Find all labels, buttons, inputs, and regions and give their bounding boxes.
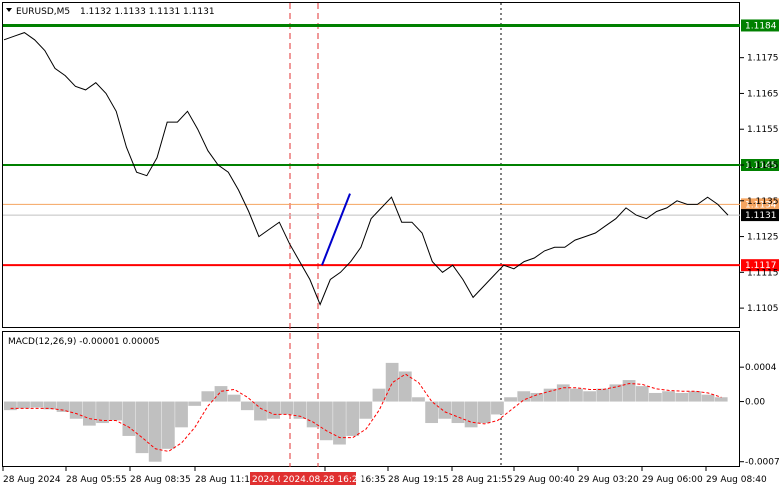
macd-histogram-bar bbox=[530, 392, 544, 402]
price-level-tag-label: 1.1145 bbox=[745, 161, 777, 171]
macd-histogram-bar bbox=[570, 388, 583, 402]
time-highlight-tag-2 bbox=[280, 472, 356, 485]
macd-histogram-bar bbox=[109, 401, 123, 421]
price-axis-label: 1.1165 bbox=[747, 89, 779, 99]
macd-histogram-bar bbox=[267, 401, 281, 419]
macd-histogram-bar bbox=[688, 391, 702, 402]
macd-histogram-bar bbox=[214, 386, 228, 402]
time-axis-label: 28 Aug 05:55 bbox=[66, 475, 127, 485]
macd-axis-label: 0.0004 bbox=[745, 363, 777, 373]
macd-histogram-bar bbox=[280, 401, 294, 415]
macd-histogram-bar bbox=[346, 401, 360, 436]
time-axis-label: 29 Aug 00:40 bbox=[514, 475, 575, 485]
symbol-dropdown-icon[interactable] bbox=[6, 8, 12, 12]
time-highlight-label-1: 2024.0 bbox=[252, 475, 284, 485]
macd-histogram-bar bbox=[477, 401, 491, 424]
macd-histogram-bar bbox=[714, 397, 728, 402]
price-level-tag bbox=[741, 19, 779, 32]
price-axis-label: 1.1145 bbox=[747, 161, 779, 171]
macd-histogram-bar bbox=[662, 391, 675, 402]
macd-histogram-bar bbox=[438, 401, 452, 419]
macd-histogram-bar bbox=[82, 401, 96, 426]
time-axis-label: 28 Aug 19:15 bbox=[388, 475, 449, 485]
macd-histogram-bar bbox=[517, 391, 531, 402]
macd-histogram-bar bbox=[385, 362, 399, 402]
macd-histogram-bar bbox=[543, 388, 557, 402]
macd-histogram-bar bbox=[254, 401, 267, 421]
price-axis-label: 1.1115 bbox=[747, 268, 779, 278]
macd-histogram-bar bbox=[306, 401, 320, 428]
price-series-line bbox=[3, 32, 729, 306]
macd-histogram-bar bbox=[451, 401, 465, 424]
macd-axis-label: 0.00 bbox=[745, 398, 765, 408]
macd-histogram-bar bbox=[491, 401, 504, 415]
macd-histogram-bar bbox=[635, 386, 649, 402]
macd-histogram-bar bbox=[4, 401, 17, 411]
price-level-tag-label: 1.1184 bbox=[745, 21, 777, 31]
macd-histogram-bar bbox=[425, 401, 438, 424]
macd-histogram-bar bbox=[556, 384, 570, 402]
macd-histogram-bar bbox=[464, 401, 478, 428]
macd-histogram-bar bbox=[675, 392, 689, 402]
macd-histogram-bar bbox=[175, 401, 188, 428]
macd-histogram-bar bbox=[56, 401, 70, 412]
price-level-tag bbox=[741, 159, 779, 171]
macd-histogram-bar bbox=[398, 371, 412, 402]
time-axis-label: 29 Aug 08:40 bbox=[706, 475, 767, 485]
macd-histogram-bar bbox=[701, 394, 715, 402]
macd-histogram-bar bbox=[201, 391, 215, 402]
time-axis-label: 28 Aug 21:55 bbox=[452, 475, 513, 485]
price-axis-label: 1.1155 bbox=[747, 125, 779, 135]
macd-axis-label: -0.0007 bbox=[745, 458, 780, 468]
macd-histogram-bar bbox=[30, 401, 44, 408]
macd-histogram-bar bbox=[43, 401, 57, 410]
price-axis-label: 1.1105 bbox=[747, 304, 779, 314]
macd-histogram-bar bbox=[188, 401, 202, 406]
ohlc-readout: 1.1132 1.1133 1.1131 1.1131 bbox=[80, 7, 215, 17]
macd-histogram-bar bbox=[583, 391, 596, 402]
macd-histogram-bar bbox=[96, 401, 109, 424]
price-level-tag bbox=[741, 259, 779, 272]
price-level-tag-label: 1.1134 bbox=[745, 200, 777, 210]
price-axis-label: 1.1125 bbox=[747, 233, 779, 243]
macd-label: MACD(12,26,9) -0.00001 0.00005 bbox=[8, 337, 160, 347]
time-highlight-label-2: 2024.08.28 16:20 bbox=[283, 475, 364, 485]
price-level-tag-label: 1.1131 bbox=[745, 211, 777, 221]
symbol-label: EURUSD,M5 bbox=[16, 7, 70, 17]
time-axis-label: 29 Aug 06:00 bbox=[642, 475, 703, 485]
macd-histogram-bar bbox=[609, 384, 623, 402]
macd-histogram-bar bbox=[240, 401, 254, 411]
price-level-tag bbox=[741, 198, 779, 211]
macd-histogram-bar bbox=[359, 401, 373, 419]
time-axis-label: 29 Aug 03:20 bbox=[578, 475, 639, 485]
macd-histogram-bar bbox=[227, 394, 241, 402]
macd-histogram-bar bbox=[319, 401, 333, 441]
macd-histogram-bar bbox=[69, 401, 83, 419]
macd-histogram-bar bbox=[148, 401, 162, 462]
macd-histogram-bar bbox=[504, 397, 517, 402]
macd-histogram-bar bbox=[333, 401, 346, 445]
macd-histogram-bar bbox=[17, 401, 30, 409]
macd-histogram-bar bbox=[622, 380, 636, 402]
price-axis-label: 1.1135 bbox=[747, 197, 779, 207]
price-axis-label: 1.1175 bbox=[747, 54, 779, 64]
macd-histogram-bar bbox=[372, 388, 386, 402]
macd-signal-line bbox=[10, 373, 722, 452]
macd-histogram-bar bbox=[412, 397, 425, 402]
price-level-tag bbox=[741, 209, 779, 222]
time-axis-label: 28 Aug 08:35 bbox=[130, 475, 191, 485]
macd-histogram-bar bbox=[293, 401, 307, 419]
price-level-tag-label: 1.1117 bbox=[745, 261, 777, 271]
time-axis-label: 28 Aug 2024 bbox=[3, 475, 61, 485]
macd-histogram-bar bbox=[649, 392, 662, 402]
macd-histogram-bar bbox=[122, 401, 136, 436]
time-axis-label: 28 Aug 11:15 bbox=[195, 475, 256, 485]
trend-segment-line bbox=[321, 193, 351, 266]
time-highlight-tag-1 bbox=[250, 472, 286, 485]
macd-histogram-bar bbox=[135, 401, 149, 454]
macd-histogram-bar bbox=[161, 401, 175, 449]
macd-histogram-bar bbox=[596, 388, 610, 402]
